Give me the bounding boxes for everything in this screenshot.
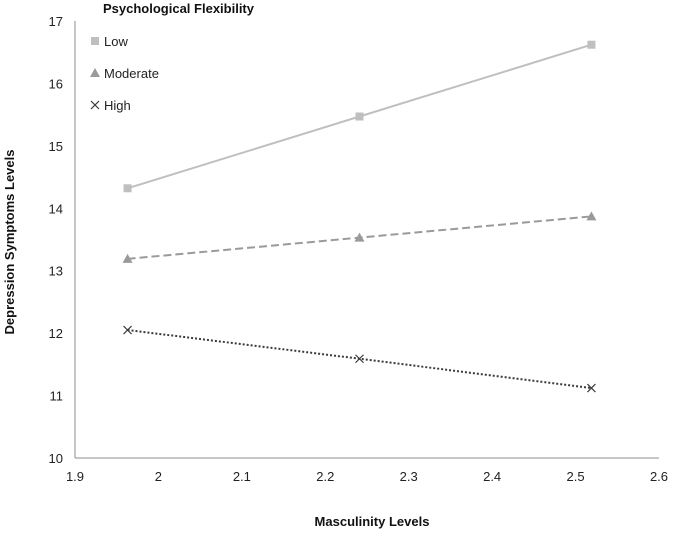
- x-tick-label: 2.6: [650, 469, 668, 484]
- legend-item-moderate: Moderate: [90, 66, 159, 81]
- legend-marker-high: [90, 100, 100, 110]
- series-low: [123, 40, 596, 193]
- legend: Psychological Flexibility Low Moderate Hig…: [90, 1, 255, 113]
- series-group: [122, 40, 597, 393]
- data-point-low: [123, 184, 132, 193]
- x-tick-label: 2.5: [567, 469, 585, 484]
- x-tick-label: 2.3: [400, 469, 418, 484]
- y-axis-title: Depression Symptoms Levels: [2, 150, 17, 335]
- y-tick-label: 14: [49, 201, 63, 216]
- legend-label-moderate: Moderate: [104, 66, 159, 81]
- y-tick-labels: 10 11 12 13 14 15 16 17: [49, 14, 63, 466]
- axes: [74, 21, 659, 459]
- y-tick-label: 16: [49, 76, 63, 91]
- legend-items: Low Moderate High: [90, 34, 159, 113]
- x-tick-label: 2.4: [483, 469, 501, 484]
- y-tick-label: 10: [49, 451, 63, 466]
- x-tick-label: 2.1: [233, 469, 251, 484]
- legend-label-high: High: [104, 98, 131, 113]
- legend-marker-moderate: [90, 68, 100, 77]
- data-point-moderate: [354, 232, 365, 242]
- y-tick-label: 15: [49, 139, 63, 154]
- y-tick-label: 11: [50, 389, 64, 404]
- x-tick-label: 2: [155, 469, 162, 484]
- data-point-high: [586, 383, 596, 393]
- legend-item-high: High: [90, 98, 131, 113]
- data-point-low: [587, 40, 596, 49]
- x-tick-labels: 1.9 2 2.1 2.2 2.3 2.4 2.5 2.6: [66, 469, 668, 484]
- y-tick-label: 13: [49, 264, 63, 279]
- data-point-high: [355, 354, 364, 364]
- legend-label-low: Low: [104, 34, 128, 49]
- legend-item-low: Low: [91, 34, 128, 49]
- y-tick-label: 12: [49, 326, 63, 341]
- x-axis-title: Masculinity Levels: [315, 514, 430, 529]
- x-tick-label: 2.2: [316, 469, 334, 484]
- series-high: [123, 325, 596, 393]
- data-point-moderate: [122, 253, 133, 263]
- data-point-low: [355, 112, 364, 121]
- data-point-high: [123, 325, 132, 335]
- series-moderate: [122, 211, 597, 263]
- legend-marker-low: [91, 37, 99, 45]
- data-point-moderate: [586, 211, 597, 221]
- y-tick-label: 17: [49, 14, 63, 29]
- legend-title: Psychological Flexibility: [103, 1, 255, 16]
- x-tick-label: 1.9: [66, 469, 84, 484]
